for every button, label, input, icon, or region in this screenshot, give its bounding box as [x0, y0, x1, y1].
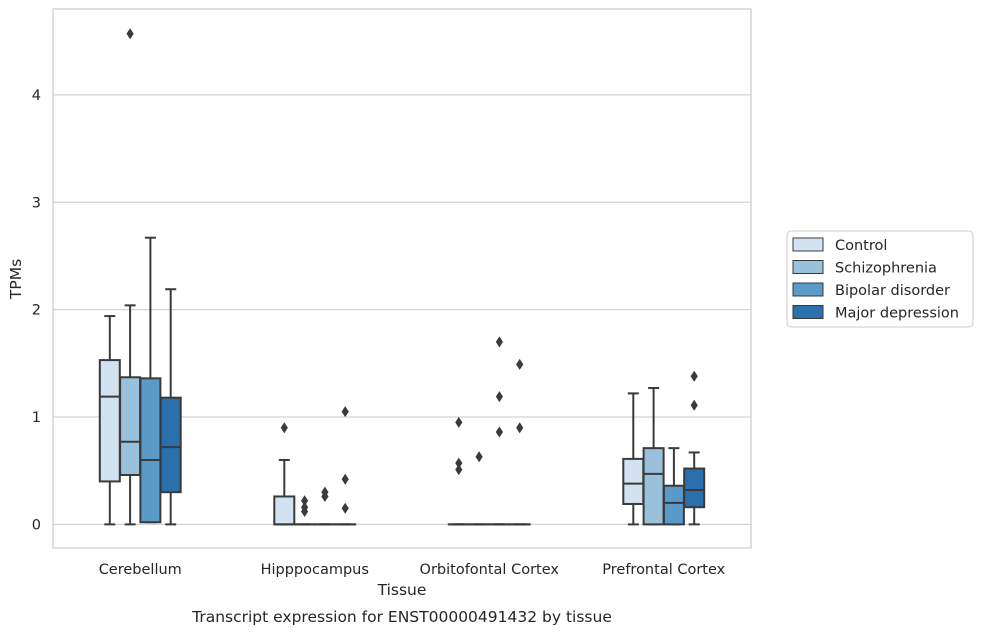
- outlier-point: [516, 422, 524, 434]
- box-3-1: [642, 387, 665, 526]
- box-2-3: [508, 358, 531, 526]
- x-tick-label: Prefrontal Cortex: [602, 562, 725, 578]
- box-2-2: [488, 336, 511, 526]
- chart-caption: Transcript expression for ENST0000049143…: [191, 608, 612, 626]
- y-tick-label: 1: [32, 410, 41, 426]
- box-1-2: [313, 486, 336, 526]
- legend-frame: [786, 230, 974, 328]
- legend-swatch: [792, 282, 824, 297]
- outlier-point: [516, 358, 524, 370]
- outlier-point: [341, 502, 349, 514]
- box-1-0: [273, 422, 296, 526]
- box-body: [662, 484, 685, 526]
- box-body: [119, 376, 142, 476]
- outlier-point: [455, 457, 463, 469]
- x-axis-label: Tissue: [377, 581, 427, 599]
- plot-area-frame: [52, 8, 752, 549]
- outlier-point: [690, 399, 698, 411]
- legend-swatch: [792, 305, 824, 319]
- outlier-point: [455, 464, 463, 476]
- legend: Control Schizophrenia Bipolar disorder Majo…: [786, 230, 974, 328]
- y-tick-label: 0: [32, 517, 41, 533]
- outlier-point: [690, 370, 698, 382]
- y-tick-label: 3: [32, 195, 41, 211]
- outlier-point: [455, 416, 463, 428]
- legend-swatch: [792, 237, 824, 252]
- box-body: [622, 457, 645, 505]
- box-groups: [98, 28, 706, 526]
- x-tick-label: Cerebellum: [99, 562, 182, 578]
- legend-label: Major depression: [835, 306, 959, 322]
- outlier-point: [475, 451, 483, 463]
- box-3-0: [622, 392, 645, 526]
- outlier-point: [321, 486, 329, 498]
- outlier-point: [495, 336, 503, 348]
- x-tick-label: Hipppocampus: [261, 562, 369, 578]
- box-body: [683, 467, 706, 509]
- box-body: [159, 396, 182, 494]
- y-axis-label: TPMs: [7, 259, 25, 300]
- y-axis-ticks: 0 1 2 3 4: [32, 88, 41, 533]
- box-body: [139, 377, 162, 524]
- box-0-1: [119, 28, 142, 526]
- box-body: [273, 495, 296, 526]
- x-axis-ticks: Cerebellum Hipppocampus Orbitofontal Corte…: [99, 562, 726, 578]
- outlier-point: [495, 391, 503, 403]
- box-1-1: [293, 495, 316, 526]
- y-tick-label: 4: [32, 88, 41, 104]
- box-0-3: [159, 288, 182, 526]
- box-2-1: [468, 451, 491, 526]
- box-3-2: [662, 447, 685, 526]
- y-tick-label: 2: [32, 303, 41, 319]
- x-tick-label: Orbitofontal Cortex: [420, 562, 560, 578]
- outlier-point: [301, 495, 309, 507]
- box-0-0: [98, 315, 121, 526]
- legend-swatch: [792, 260, 824, 274]
- outlier-point: [495, 426, 503, 438]
- outlier-point: [126, 28, 134, 40]
- outlier-point: [341, 473, 349, 485]
- legend-label: Schizophrenia: [835, 261, 937, 277]
- box-body: [642, 447, 665, 526]
- box-1-3: [334, 406, 357, 526]
- outlier-point: [341, 406, 349, 418]
- outlier-point: [280, 422, 288, 434]
- legend-label: Bipolar disorder: [835, 283, 950, 299]
- box-body: [98, 359, 121, 483]
- legend-label: Control: [835, 238, 887, 254]
- box-2-0: [447, 416, 470, 526]
- box-0-2: [139, 236, 162, 524]
- box-3-3: [683, 370, 706, 526]
- outlier-point: [301, 501, 309, 513]
